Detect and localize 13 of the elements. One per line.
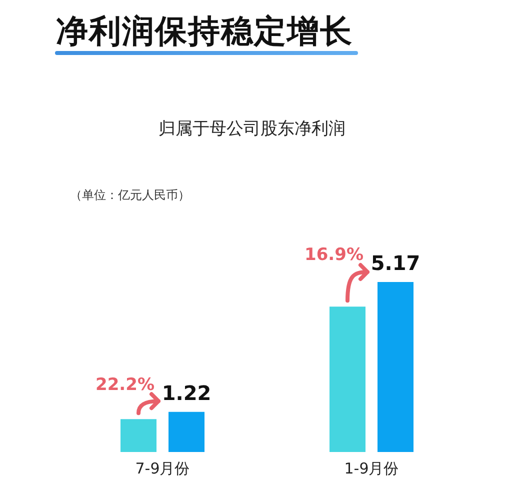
bar [168,412,204,452]
data-label: 1.22 [162,380,212,405]
text: 16.9% [304,245,364,265]
data-label: 5.17 [370,251,420,275]
x-tick-label: 1-9月份 [344,460,399,478]
text: （单位：亿元人民币） [70,187,190,204]
annotation: 22.2% [96,374,154,395]
bar [120,419,156,452]
chart-subtitle: 归属于母公司股东净利润 [158,118,346,140]
bar [330,306,366,452]
bar [378,282,414,452]
x-tick-label: 7-9月份 [135,460,190,478]
chart-title: 净利润保持稳定增长 [56,11,353,52]
